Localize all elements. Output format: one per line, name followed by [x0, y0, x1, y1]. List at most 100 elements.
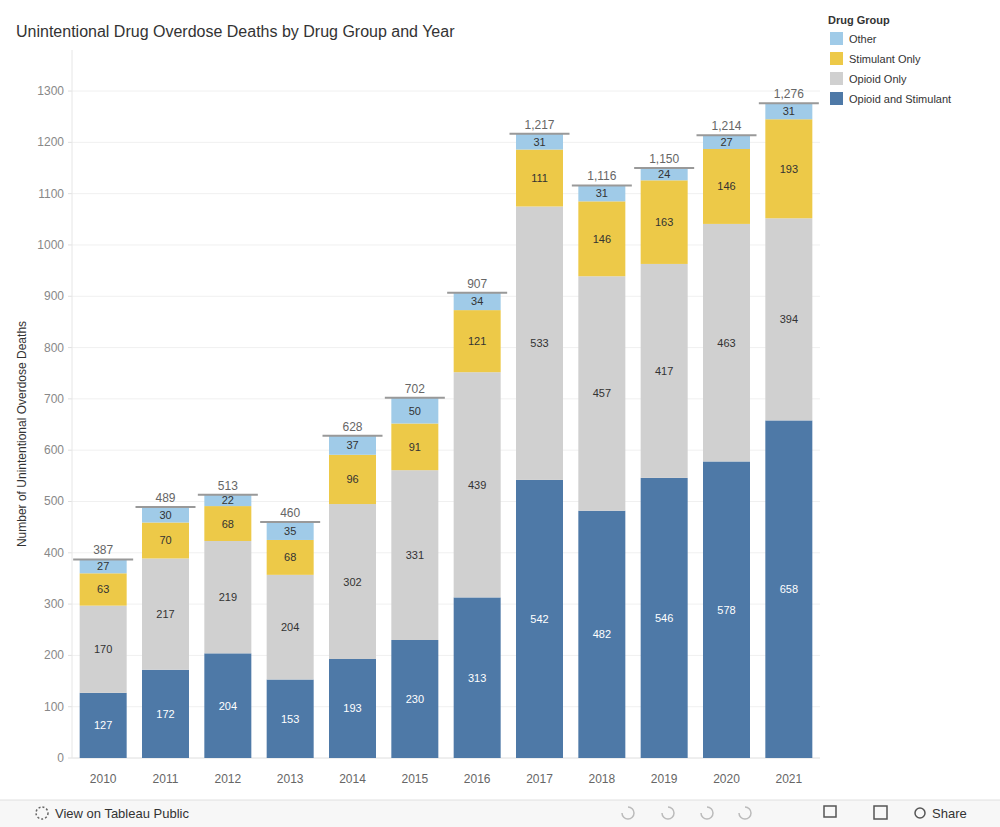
bar-segment [765, 119, 812, 218]
y-tick-label: 1000 [37, 238, 64, 252]
y-tick-label: 400 [44, 546, 64, 560]
data-label: 163 [655, 216, 673, 228]
toolbar-icon [622, 807, 634, 819]
legend: Drug GroupOtherStimulant OnlyOpioid Only… [828, 14, 951, 105]
bar-segment [391, 398, 438, 424]
bar-segment [516, 480, 563, 758]
x-tick-label: 2011 [153, 772, 179, 786]
x-tick-label: 2014 [339, 772, 366, 786]
legend-label: Other [849, 33, 877, 45]
total-line [385, 397, 445, 399]
total-label: 1,214 [711, 119, 741, 133]
y-tick-label: 800 [44, 341, 64, 355]
footer-bar [0, 800, 1000, 827]
data-label: 27 [720, 136, 732, 148]
chart: Unintentional Drug Overdose Deaths by Dr… [0, 0, 1000, 827]
share-icon [915, 808, 925, 818]
toolbar-icon [739, 807, 751, 819]
bar-segment [267, 522, 314, 540]
bar-segment [641, 180, 688, 264]
x-tick-label: 2020 [713, 772, 740, 786]
x-tick-label: 2021 [775, 772, 802, 786]
y-axis-line [72, 50, 73, 758]
data-label: 146 [717, 180, 735, 192]
bar-segment [516, 206, 563, 479]
tick-mark [68, 296, 72, 297]
bar-segment [391, 423, 438, 470]
total-label: 513 [218, 479, 238, 493]
share-button[interactable]: Share [932, 806, 967, 821]
footer: View on Tableau Public Share [0, 800, 1000, 827]
data-label: 31 [533, 136, 545, 148]
data-label: 204 [219, 700, 237, 712]
bar-segment [80, 559, 127, 573]
total-label: 907 [467, 277, 487, 291]
bar-segment [267, 680, 314, 758]
total-line [447, 292, 507, 294]
bar-segment [80, 573, 127, 605]
tableau-icon [36, 807, 48, 819]
total-label: 628 [342, 420, 362, 434]
bar-segment [80, 693, 127, 758]
bar-segment [204, 541, 251, 653]
data-label: 27 [97, 560, 109, 572]
x-tick-label: 2017 [526, 772, 553, 786]
legend-swatch [830, 72, 843, 85]
footer-border [0, 800, 1000, 801]
legend-swatch [830, 32, 843, 45]
data-label: 91 [409, 441, 421, 453]
bar-segment [391, 470, 438, 640]
tick-mark [68, 398, 72, 399]
data-label: 546 [655, 612, 673, 624]
data-label: 417 [655, 365, 673, 377]
bar-segment [454, 310, 501, 372]
bar-segment [765, 103, 812, 119]
bar-segment [204, 653, 251, 758]
data-label: 193 [780, 163, 798, 175]
legend-label: Opioid and Stimulant [849, 93, 951, 105]
x-tick-label: 2015 [401, 772, 428, 786]
bar-segment [204, 495, 251, 506]
y-tick-label: 1100 [38, 187, 64, 201]
data-label: 37 [346, 439, 358, 451]
bar-segment [204, 506, 251, 541]
data-label: 331 [406, 549, 424, 561]
bar-segment [329, 436, 376, 455]
bar-segment [765, 218, 812, 420]
total-label: 387 [93, 543, 113, 557]
bar-segment [142, 670, 189, 758]
data-label: 30 [159, 509, 171, 521]
bar-segment [267, 540, 314, 575]
data-label: 463 [717, 337, 735, 349]
bar-segment [765, 420, 812, 758]
legend-swatch [830, 92, 843, 105]
y-tick-label: 900 [44, 289, 64, 303]
data-label: 658 [780, 583, 798, 595]
download-icon [824, 806, 836, 817]
tableau-link[interactable]: View on Tableau Public [55, 806, 189, 821]
data-label: 204 [281, 621, 299, 633]
bar-segment [142, 507, 189, 522]
y-tick-label: 1300 [37, 84, 64, 98]
data-label: 542 [530, 613, 548, 625]
x-tick-label: 2012 [214, 772, 241, 786]
total-label: 489 [155, 491, 175, 505]
tick-mark [68, 501, 72, 502]
bar-segment [454, 372, 501, 597]
bar-segment [641, 264, 688, 478]
tick-mark [68, 655, 72, 656]
y-tick-label: 100 [44, 700, 64, 714]
data-label: 50 [409, 405, 421, 417]
data-label: 111 [531, 172, 548, 184]
bar-segment [329, 659, 376, 758]
tick-mark [68, 142, 72, 143]
bar-segment [516, 150, 563, 207]
toolbar-icon [701, 807, 713, 819]
tick-mark [68, 604, 72, 605]
data-label: 217 [156, 608, 174, 620]
legend-label: Stimulant Only [849, 53, 921, 65]
legend-label: Opioid Only [849, 73, 907, 85]
y-axis-label: Number of Unintentional Overdose Deaths [15, 321, 29, 547]
x-tick-label: 2010 [90, 772, 117, 786]
total-label: 702 [405, 382, 425, 396]
